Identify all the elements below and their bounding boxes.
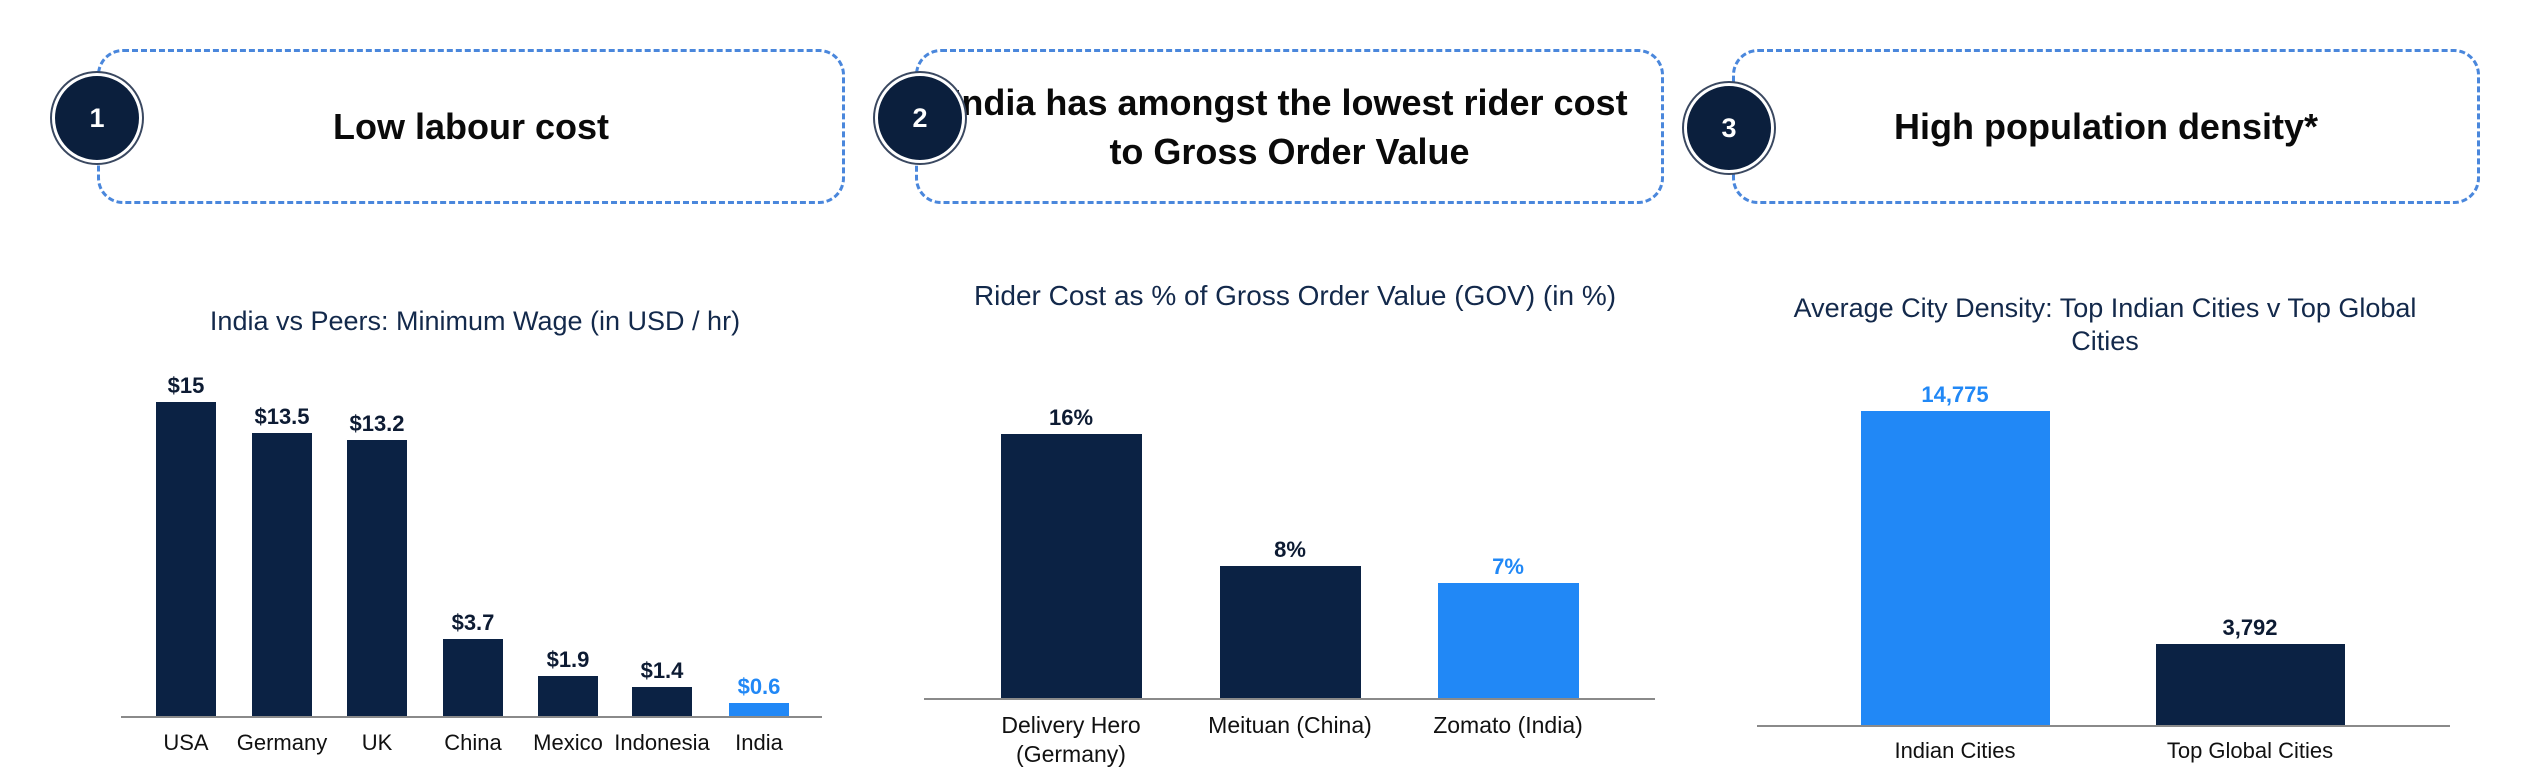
data-label-india: $0.6 xyxy=(737,674,781,700)
panel-3-heading: High population density* xyxy=(1894,106,2318,147)
category-label-india: India xyxy=(735,730,783,755)
category-label-mexico: Mexico xyxy=(533,730,603,755)
x-axis-line xyxy=(924,698,1655,700)
bar-indian-cities xyxy=(1860,411,2050,725)
chart-title: India vs Peers: Minimum Wage (in USD / h… xyxy=(209,306,741,336)
data-label-usa: $15 xyxy=(167,373,205,398)
data-label-germany: $13.5 xyxy=(254,404,310,430)
panel-3-number-badge: 3 xyxy=(1684,83,1774,173)
panel-1-number-badge: 1 xyxy=(52,73,142,163)
data-label-uk: $13.2 xyxy=(349,410,405,436)
bar-india xyxy=(729,703,789,716)
bar-china xyxy=(443,638,503,716)
bar-usa xyxy=(156,402,216,716)
bar-zomato-india xyxy=(1437,582,1579,698)
category-label-meituan-china: Meituan (China) xyxy=(1208,712,1372,738)
panel-2-header-box: India has amongst the lowest rider cost … xyxy=(915,49,1664,204)
bar-meituan-china xyxy=(1219,566,1361,698)
panel-2-number: 2 xyxy=(912,102,928,133)
panel-2-heading-line-1: India has amongst the lowest rider cost xyxy=(951,81,1628,123)
panel-3-header-box: High population density* xyxy=(1732,49,2480,204)
data-label-zomato-india: 7% xyxy=(1492,553,1524,579)
panel-1-heading: Low labour cost xyxy=(332,106,609,147)
data-label-delivery-hero-germany: 16% xyxy=(1048,405,1094,430)
bar-top-global-cities xyxy=(2155,644,2345,725)
category-label-usa: USA xyxy=(163,730,209,755)
chart-city-density: Average City Density: Top Indian Cities … xyxy=(1730,280,2490,770)
bar-mexico xyxy=(538,676,598,716)
data-label-mexico: $1.9 xyxy=(546,647,590,673)
bar-germany xyxy=(252,433,312,716)
x-axis-line xyxy=(121,716,822,718)
category-label-top-global-cities: Top Global Cities xyxy=(2166,738,2334,763)
category-label-china: China xyxy=(444,730,502,755)
data-label-indian-cities: 14,775 xyxy=(1921,382,1989,407)
bar-uk xyxy=(347,439,407,716)
panel-1-header-box: Low labour cost xyxy=(97,49,845,204)
data-label-china: $3.7 xyxy=(451,609,495,635)
panel-3-number: 3 xyxy=(1721,112,1737,143)
category-label-delivery-hero-germany: Delivery Hero (Germany) xyxy=(1001,712,1141,767)
data-label-indonesia: $1.4 xyxy=(640,657,684,683)
data-label-top-global-cities: 3,792 xyxy=(2222,615,2278,641)
chart-title: Rider Cost as % of Gross Order Value (GO… xyxy=(973,280,1617,311)
category-label-zomato-india: Zomato (India) xyxy=(1433,712,1583,738)
data-label-meituan-china: 8% xyxy=(1274,537,1306,562)
category-label-indonesia: Indonesia xyxy=(614,730,710,755)
panel-1-number: 1 xyxy=(89,102,105,133)
chart-rider-cost: Rider Cost as % of Gross Order Value (GO… xyxy=(900,265,1690,770)
x-axis-line xyxy=(1757,725,2450,727)
bar-indonesia xyxy=(632,686,692,716)
panel-2-number-badge: 2 xyxy=(875,73,965,163)
panel-2-heading-line-2: to Gross Order Value xyxy=(1109,130,1470,172)
category-label-uk: UK xyxy=(361,730,393,755)
category-label-indian-cities: Indian Cities xyxy=(1894,738,2016,763)
chart-title: Average City Density: Top Indian Cities … xyxy=(1793,293,2417,356)
bar-delivery-hero-germany xyxy=(1000,434,1142,698)
chart-minimum-wage: India vs Peers: Minimum Wage (in USD / h… xyxy=(80,290,870,770)
category-label-germany: Germany xyxy=(236,730,328,755)
